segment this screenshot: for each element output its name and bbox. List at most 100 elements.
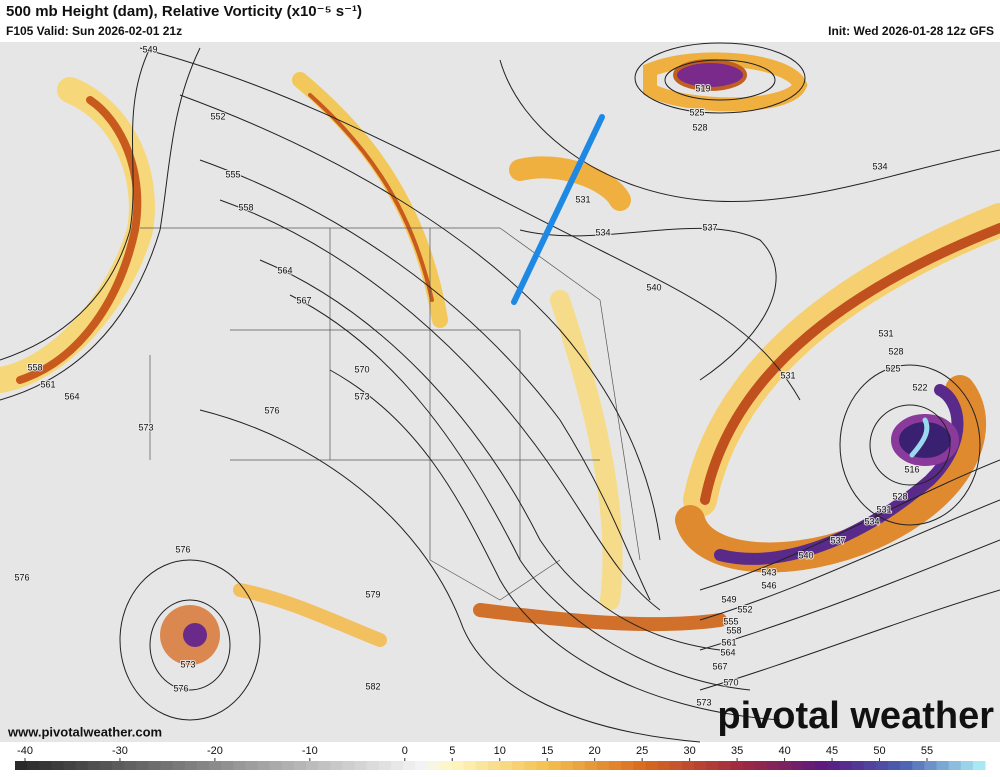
- colorbar-cell: [209, 761, 222, 770]
- colorbar-cell: [803, 761, 816, 770]
- colorbar-cell: [572, 761, 586, 770]
- contour-label: 555: [225, 169, 240, 179]
- contour-label: 573: [180, 659, 195, 669]
- contour-label: 528: [692, 122, 707, 132]
- colorbar-cell: [257, 761, 271, 770]
- contour-label: 525: [689, 107, 704, 117]
- contour-label: 564: [720, 647, 735, 657]
- colorbar-cell: [827, 761, 840, 770]
- colorbar-cell: [584, 761, 598, 770]
- contour-label: 531: [878, 328, 893, 338]
- colorbar-tick-label: 35: [731, 745, 743, 757]
- colorbar-tick-label: -20: [207, 745, 223, 757]
- contour-label: 579: [365, 589, 380, 599]
- colorbar-cell: [706, 761, 719, 770]
- colorbar-cell: [718, 761, 731, 770]
- colorbar-cell: [378, 761, 392, 770]
- vorticity-field: [0, 52, 1000, 665]
- colorbar-cell: [27, 761, 40, 770]
- colorbar-cell: [548, 761, 562, 770]
- contour-label: 546: [761, 580, 776, 590]
- colorbar-cell: [560, 761, 574, 770]
- contour-label: 528: [888, 346, 903, 356]
- colorbar-cell: [233, 761, 246, 770]
- logo: pivotal weather: [717, 695, 994, 737]
- colorbar-cell: [487, 761, 501, 770]
- contour-label: 519: [695, 83, 710, 93]
- contour-label: 570: [354, 364, 369, 374]
- colorbar-cell: [730, 761, 743, 770]
- colorbar-cell: [390, 761, 404, 770]
- colorbar-cell: [536, 761, 549, 770]
- colorbar-tick-label: 55: [921, 745, 933, 757]
- annotation-line: [511, 114, 605, 305]
- init-time: Init: Wed 2026-01-28 12z GFS: [828, 24, 994, 38]
- contour-label: 549: [721, 594, 736, 604]
- contour-label: 534: [595, 227, 610, 237]
- contour-label: 567: [296, 295, 311, 305]
- contour-label: 537: [702, 222, 717, 232]
- colorbar-cell: [621, 761, 634, 770]
- contour-label: 531: [575, 194, 590, 204]
- colorbar-cell: [791, 761, 804, 770]
- colorbar-cell: [15, 761, 28, 770]
- colorbar-cell: [427, 761, 440, 770]
- contour-label: 573: [696, 697, 711, 707]
- colorbar-tick-label: 10: [494, 745, 506, 757]
- colorbar-cell: [863, 761, 877, 770]
- colorbar-tick-label: -10: [302, 745, 318, 757]
- contour-label: 561: [40, 379, 55, 389]
- colorbar-cell: [936, 761, 950, 770]
- colorbar-cell: [99, 761, 113, 770]
- colorbar-cell: [415, 761, 428, 770]
- colorbar-cell: [475, 761, 489, 770]
- colorbar-cell: [403, 761, 416, 770]
- contour-label: 540: [798, 550, 813, 560]
- colorbar-cell: [51, 761, 64, 770]
- colorbar-cell: [875, 761, 889, 770]
- contour-label: 564: [64, 391, 79, 401]
- contour-label: 573: [354, 391, 369, 401]
- colorbar-cell: [124, 761, 137, 770]
- contour-label: 567: [712, 661, 727, 671]
- colorbar-cell: [160, 761, 174, 770]
- contour-label: 570: [723, 677, 738, 687]
- contour-label: 540: [646, 282, 661, 292]
- contour-label: 576: [14, 572, 29, 582]
- contour-label: 558: [238, 202, 253, 212]
- colorbar-cell: [669, 761, 683, 770]
- colorbar-cell: [657, 761, 671, 770]
- contour-label: 582: [365, 681, 380, 691]
- colorbar-cell: [75, 761, 89, 770]
- website: www.pivotalweather.com: [7, 724, 162, 739]
- colorbar-cell: [330, 761, 343, 770]
- colorbar-cell: [766, 761, 780, 770]
- colorbar-tick-label: 45: [826, 745, 838, 757]
- colorbar-tick-label: 50: [873, 745, 885, 757]
- colorbar-cell: [839, 761, 853, 770]
- colorbar-cell: [512, 761, 525, 770]
- contour-label: 573: [138, 422, 153, 432]
- colorbar-cell: [439, 761, 452, 770]
- colorbar-cell: [778, 761, 792, 770]
- contour-label: 576: [264, 405, 279, 415]
- colorbar-cell: [87, 761, 101, 770]
- colorbar-cell: [609, 761, 622, 770]
- colorbar-cell: [924, 761, 937, 770]
- colorbar-tick-label: 15: [541, 745, 553, 757]
- colorbar-tick-label: 5: [449, 745, 455, 757]
- colorbar-cell: [524, 761, 537, 770]
- contour-label: 561: [721, 637, 736, 647]
- colorbar-cell: [851, 761, 865, 770]
- colorbar-cell: [463, 761, 477, 770]
- colorbar-cell: [912, 761, 925, 770]
- colorbar-cell: [112, 761, 125, 770]
- colorbar-cell: [900, 761, 913, 770]
- colorbar-cell: [293, 761, 307, 770]
- height-contours: [0, 42, 1000, 743]
- colorbar-tick-label: 25: [636, 745, 648, 757]
- colorbar-cell: [366, 761, 380, 770]
- colorbar-cell: [245, 761, 258, 770]
- contour-label: 564: [277, 265, 292, 275]
